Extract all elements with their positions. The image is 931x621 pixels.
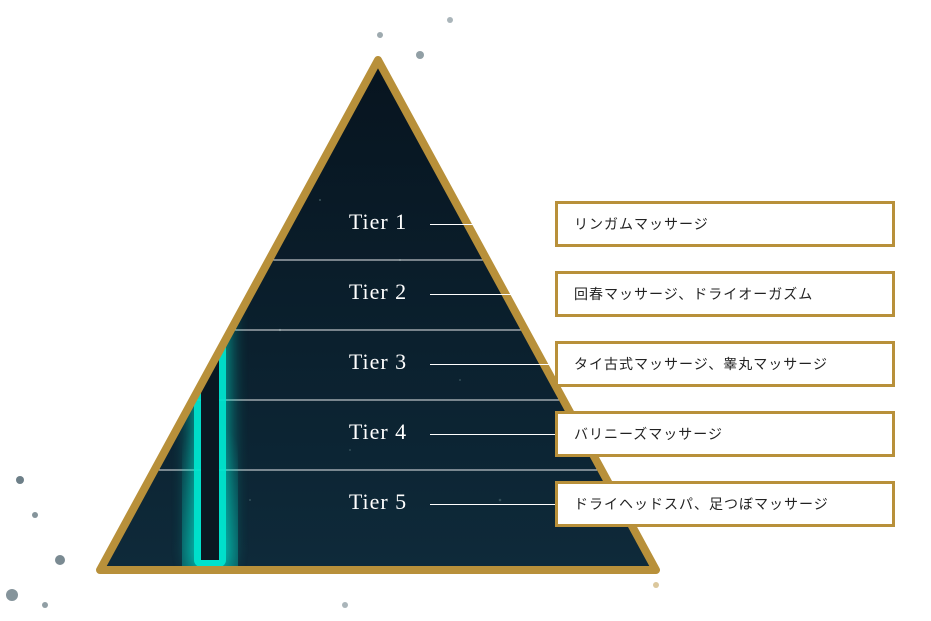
tier-desc-text: リンガムマッサージ (574, 214, 709, 234)
tier-label: Tier 1 (318, 209, 438, 235)
tier-desc-box: タイ古式マッサージ、睾丸マッサージ (555, 341, 895, 387)
connector-line (430, 434, 555, 435)
tier-desc-box: リンガムマッサージ (555, 201, 895, 247)
tier-desc-box: バリニーズマッサージ (555, 411, 895, 457)
tier-label: Tier 4 (318, 419, 438, 445)
connector-line (430, 224, 555, 225)
connector-line (430, 504, 555, 505)
tier-desc-text: タイ古式マッサージ、睾丸マッサージ (574, 354, 828, 374)
diagram-stage: { "pyramid": { "type": "pyramid", "apex"… (0, 0, 931, 621)
tier-label: Tier 5 (318, 489, 438, 515)
tier-desc-text: 回春マッサージ、ドライオーガズム (574, 284, 813, 304)
connector-line (430, 294, 555, 295)
tier-desc-text: ドライヘッドスパ、足つぼマッサージ (574, 494, 829, 514)
connector-line (430, 364, 555, 365)
tier-label: Tier 2 (318, 279, 438, 305)
tier-label: Tier 3 (318, 349, 438, 375)
tier-desc-box: 回春マッサージ、ドライオーガズム (555, 271, 895, 317)
tier-desc-text: バリニーズマッサージ (574, 424, 723, 444)
tier-desc-box: ドライヘッドスパ、足つぼマッサージ (555, 481, 895, 527)
